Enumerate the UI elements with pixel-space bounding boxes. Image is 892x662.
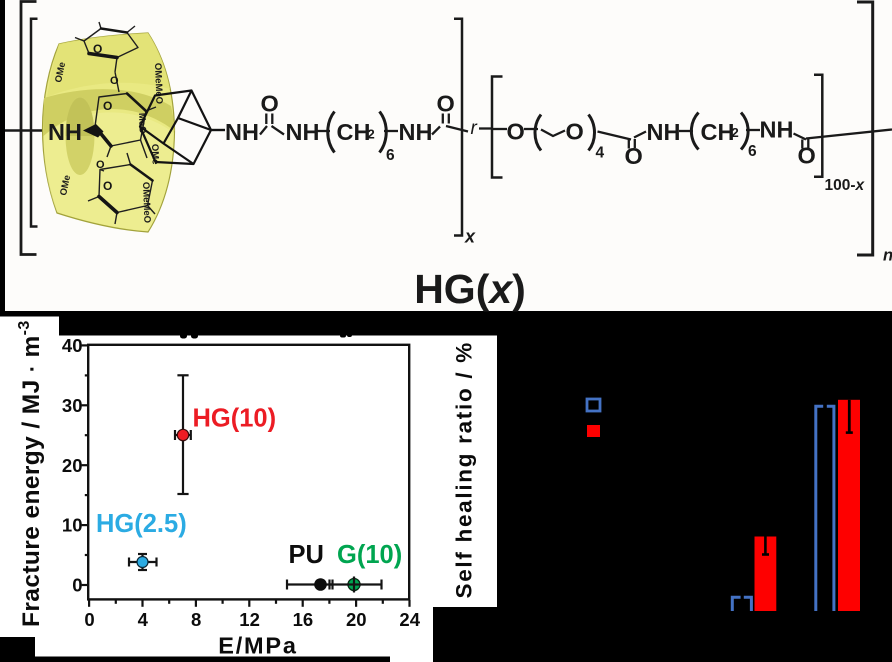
svg-text:8: 8 — [191, 609, 201, 630]
svg-text:O: O — [798, 143, 816, 169]
svg-text:NH: NH — [48, 119, 82, 145]
svg-text:Self healing ratio / %: Self healing ratio / % — [452, 341, 477, 598]
svg-text:OMeMeO: OMeMeO — [140, 182, 152, 224]
svg-text:CH: CH — [337, 119, 371, 145]
svg-text:0: 0 — [72, 575, 82, 596]
svg-text:HG(10): HG(10) — [193, 405, 277, 433]
svg-text:O: O — [625, 143, 643, 169]
svg-text:NH: NH — [225, 119, 259, 145]
svg-text:O: O — [93, 42, 102, 56]
svg-text:O: O — [507, 119, 525, 145]
svg-text:CH: CH — [701, 119, 735, 145]
svg-text:HG(2.5): HG(2.5) — [96, 510, 187, 538]
svg-text:100-x: 100-x — [825, 177, 866, 194]
svg-text:NH: NH — [760, 117, 794, 143]
svg-text:30: 30 — [62, 395, 83, 416]
svg-text:16: 16 — [293, 609, 314, 630]
svg-text:4: 4 — [596, 145, 605, 162]
svg-text:24: 24 — [399, 609, 420, 630]
svg-text:O: O — [96, 159, 105, 171]
svg-text:G(10): G(10) — [337, 541, 402, 569]
svg-text:NH: NH — [286, 119, 320, 145]
svg-text:x: x — [464, 227, 476, 247]
svg-text:O: O — [437, 91, 455, 117]
svg-text:20: 20 — [346, 609, 367, 630]
svg-text:r: r — [471, 118, 478, 139]
svg-text:2: 2 — [368, 127, 375, 142]
svg-text:6: 6 — [386, 147, 395, 164]
svg-text:n: n — [883, 247, 892, 265]
svg-text:O: O — [261, 91, 279, 117]
svg-text:PU: PU — [289, 541, 324, 569]
svg-text:E/MPa: E/MPa — [218, 633, 298, 659]
svg-text:OMe: OMe — [58, 174, 73, 196]
svg-text:40: 40 — [62, 335, 83, 356]
svg-text:6: 6 — [748, 143, 757, 160]
svg-text:4: 4 — [138, 609, 149, 630]
svg-text:NH: NH — [399, 119, 433, 145]
svg-text:OMe: OMe — [53, 61, 68, 83]
svg-text:2: 2 — [732, 125, 739, 140]
svg-text:OMe: OMe — [149, 144, 161, 165]
svg-text:Fracture energy / MJ · m-3: Fracture energy / MJ · m-3 — [16, 320, 45, 627]
svg-text:HG(x): HG(x) — [414, 266, 526, 312]
svg-text:O: O — [103, 179, 112, 193]
svg-text:0: 0 — [84, 609, 94, 630]
svg-text:12: 12 — [239, 609, 260, 630]
svg-text:O: O — [103, 99, 112, 113]
svg-text:20: 20 — [62, 455, 83, 476]
svg-text:10: 10 — [62, 515, 83, 536]
svg-text:O: O — [566, 119, 584, 145]
svg-text:O: O — [110, 75, 119, 87]
svg-text:NH: NH — [647, 119, 681, 145]
